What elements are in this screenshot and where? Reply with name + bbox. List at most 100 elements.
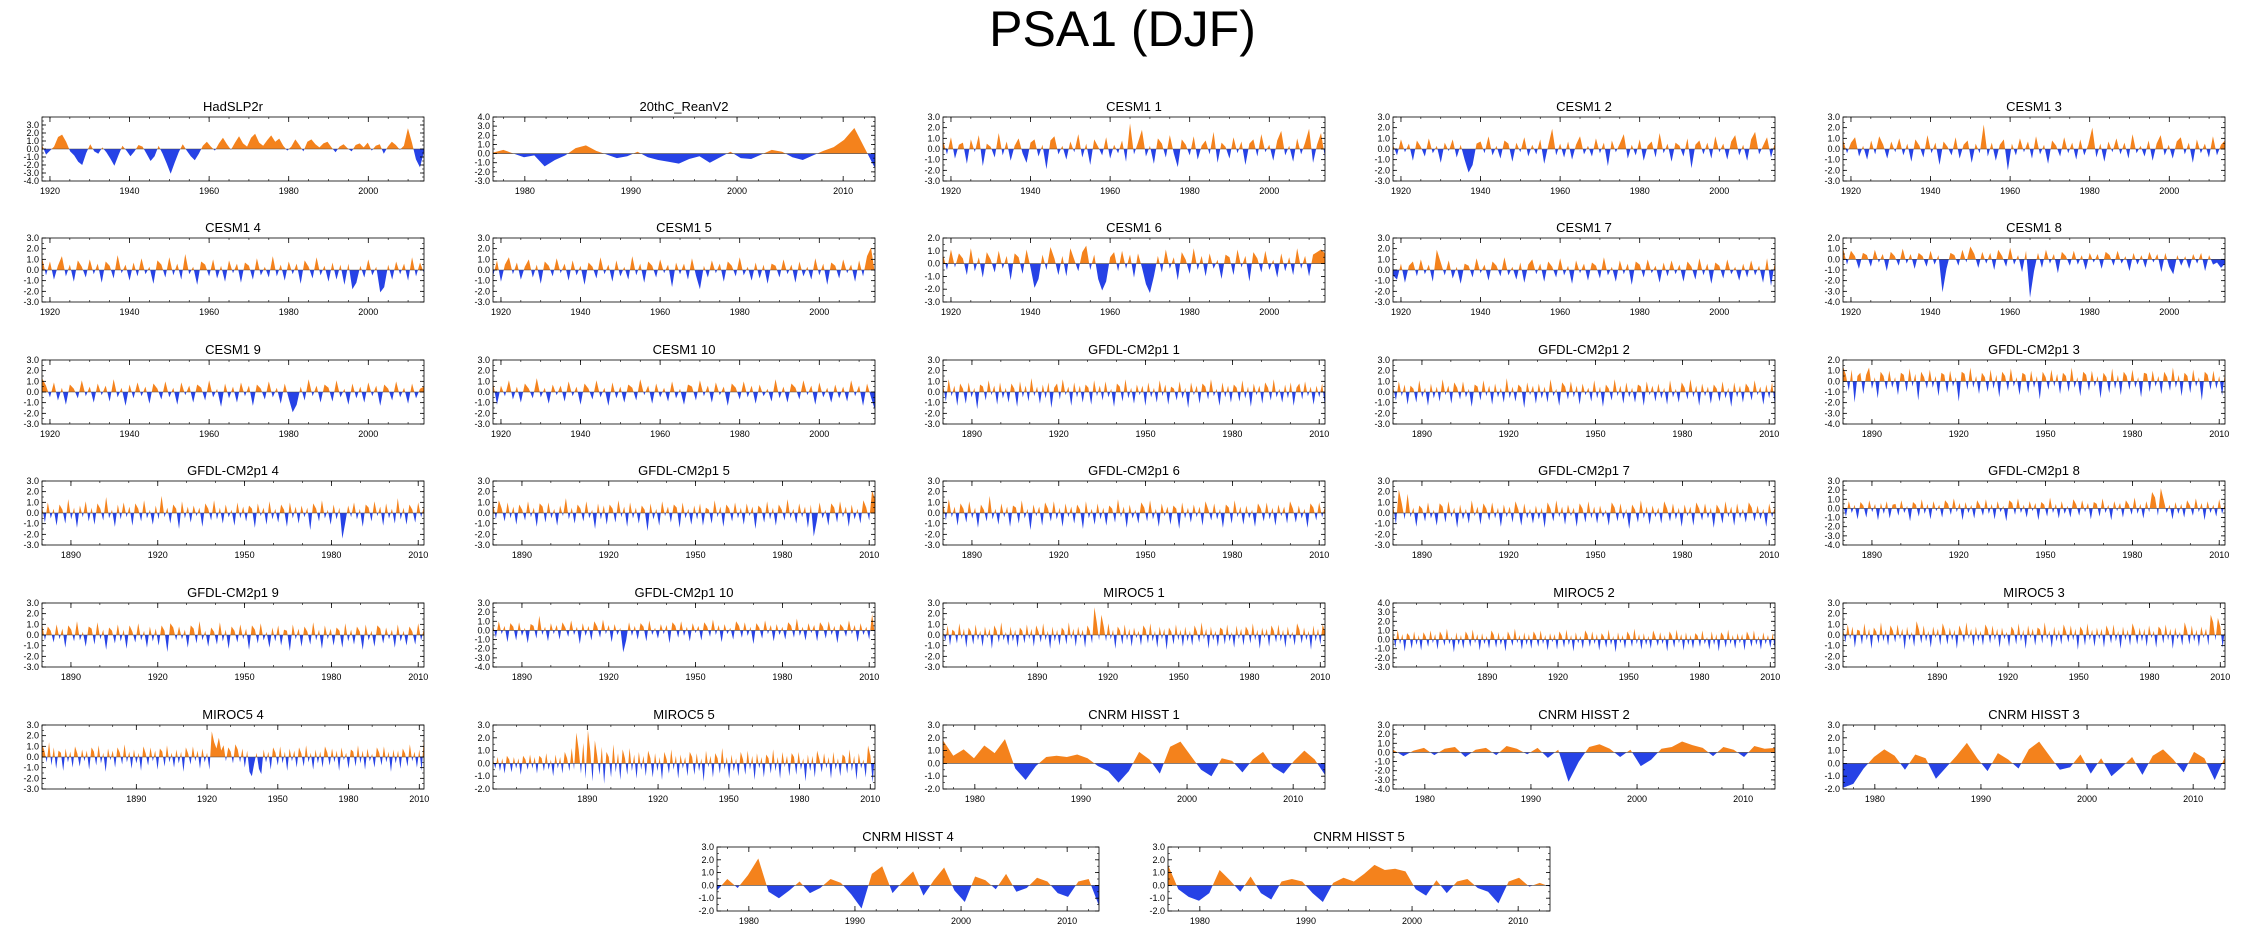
y-tick-label: 0.0 <box>1152 880 1165 890</box>
positive-anomaly-area <box>1168 864 1550 886</box>
x-tick-label: 1920 <box>941 307 961 317</box>
y-tick-label: -3.0 <box>1824 176 1840 186</box>
y-tick-label: 2.0 <box>1377 366 1390 376</box>
positive-anomaly-area <box>943 607 1325 635</box>
y-tick-label: -3.0 <box>474 653 490 663</box>
y-tick-label: -3.0 <box>23 168 39 178</box>
y-tick-label: 2.0 <box>1827 733 1840 743</box>
plot-frame <box>1842 359 2226 425</box>
y-tick-label: 1.0 <box>477 497 490 507</box>
x-tick-label: 1980 <box>279 307 299 317</box>
x-tick-label: 1940 <box>1921 307 1941 317</box>
y-tick-label: -2.0 <box>23 286 39 296</box>
panel-18: GFDL-CM2p1 6 3.02.01.00.0-1.0-2.0-3.0 1890… <box>924 463 1329 560</box>
y-tick-label: 0.0 <box>477 265 490 275</box>
y-tick-label: 0.0 <box>927 508 940 518</box>
y-tick-label: -2.0 <box>1824 784 1840 794</box>
x-tick-label: 1980 <box>1222 550 1242 560</box>
panel-title: GFDL-CM2p1 4 <box>187 463 279 478</box>
y-tick-label: 3.0 <box>1152 842 1165 852</box>
y-tick-label: -1.0 <box>474 276 490 286</box>
panel-26: MIROC5 4 3.02.01.00.0-1.0-2.0-3.0 1890 1920… <box>23 707 429 804</box>
y-tick-label: 2.0 <box>927 487 940 497</box>
panel-title: GFDL-CM2p1 6 <box>1088 463 1180 478</box>
panel-title: HadSLP2r <box>203 99 264 114</box>
positive-anomaly-area <box>1393 489 1775 513</box>
panel-16: GFDL-CM2p1 4 3.02.01.00.0-1.0-2.0-3.0 1890… <box>23 463 428 560</box>
y-tick-label: 0.0 <box>26 265 39 275</box>
negative-anomaly-area <box>1843 508 2225 522</box>
plot-frame <box>1392 724 1776 790</box>
y-tick-label: -1.0 <box>1149 893 1165 903</box>
y-tick-label: 1.0 <box>1827 619 1840 629</box>
x-tick-label: 2010 <box>1508 916 1528 926</box>
y-tick-label: -1.0 <box>1824 265 1840 275</box>
x-tick-label: 1940 <box>120 186 140 196</box>
y-tick-label: 1.0 <box>1377 497 1390 507</box>
y-tick-label: -4.0 <box>474 662 490 672</box>
x-tick-label: 1980 <box>339 794 359 804</box>
y-tick-label: -3.0 <box>1824 408 1840 418</box>
y-tick-label: 2.0 <box>477 733 490 743</box>
x-tick-label: 1890 <box>962 429 982 439</box>
x-tick-label: 1940 <box>120 429 140 439</box>
y-tick-label: 2.0 <box>26 609 39 619</box>
positive-anomaly-area <box>1843 366 2225 382</box>
y-tick-label: 0.0 <box>1377 747 1390 757</box>
y-tick-label: 2.0 <box>927 366 940 376</box>
y-tick-label: -1.0 <box>1374 398 1390 408</box>
x-tick-label: 1890 <box>61 550 81 560</box>
positive-anomaly-area <box>493 490 875 513</box>
positive-anomaly-area <box>943 378 1325 392</box>
x-tick-label: 2010 <box>2209 550 2229 560</box>
x-tick-label: 2010 <box>408 672 428 682</box>
panel-title: MIROC5 5 <box>653 707 714 722</box>
x-tick-label: 1960 <box>1100 186 1120 196</box>
panel-title: CNRM HISST 1 <box>1088 707 1180 722</box>
x-tick-label: 1980 <box>730 429 750 439</box>
y-tick-label: 3.0 <box>26 476 39 486</box>
y-tick-label: 0.0 <box>1377 387 1390 397</box>
y-tick-label: -1.0 <box>924 155 940 165</box>
y-tick-label: -3.0 <box>1824 531 1840 541</box>
y-tick-label: 1.0 <box>1827 366 1840 376</box>
y-tick-label: 0.0 <box>1827 376 1840 386</box>
x-tick-label: 1980 <box>772 550 792 560</box>
positive-anomaly-area <box>493 247 875 270</box>
x-tick-label: 1980 <box>1222 429 1242 439</box>
y-tick-label: 0.0 <box>1827 630 1840 640</box>
y-tick-label: 3.0 <box>26 598 39 608</box>
y-tick-label: 2.0 <box>1827 355 1840 365</box>
y-tick-label: -1.0 <box>1824 387 1840 397</box>
y-tick-label: 1.0 <box>1827 746 1840 756</box>
x-tick-label: 1890 <box>577 794 597 804</box>
x-tick-label: 1980 <box>739 916 759 926</box>
panel-title: GFDL-CM2p1 8 <box>1988 463 2080 478</box>
y-tick-label: 1.0 <box>927 246 940 256</box>
y-tick-label: 3.0 <box>1827 598 1840 608</box>
y-tick-label: -1.0 <box>474 771 490 781</box>
panel-title: CESM1 7 <box>1556 220 1612 235</box>
y-tick-label: -3.0 <box>924 540 940 550</box>
x-tick-label: 2000 <box>1259 307 1279 317</box>
positive-anomaly-area <box>1843 488 2225 509</box>
y-tick-label: 3.0 <box>927 355 940 365</box>
y-tick-label: 1.0 <box>26 497 39 507</box>
x-tick-label: 2010 <box>1733 794 1753 804</box>
y-tick-label: -1.0 <box>924 398 940 408</box>
y-tick-label: 1.0 <box>927 746 940 756</box>
panel-title: CNRM HISST 3 <box>1988 707 2080 722</box>
panel-title: GFDL-CM2p1 2 <box>1538 342 1630 357</box>
x-tick-label: 1920 <box>197 794 217 804</box>
y-tick-label: -3.0 <box>23 419 39 429</box>
panel-title: CESM1 1 <box>1106 99 1162 114</box>
x-tick-label: 1920 <box>148 672 168 682</box>
y-tick-label: -3.0 <box>1374 297 1390 307</box>
x-tick-label: 1950 <box>1136 550 1156 560</box>
positive-anomaly-area <box>943 495 1325 513</box>
y-tick-label: -1.0 <box>1824 771 1840 781</box>
x-tick-label: 2010 <box>1283 794 1303 804</box>
y-tick-label: -4.0 <box>1824 540 1840 550</box>
x-tick-label: 2000 <box>358 307 378 317</box>
